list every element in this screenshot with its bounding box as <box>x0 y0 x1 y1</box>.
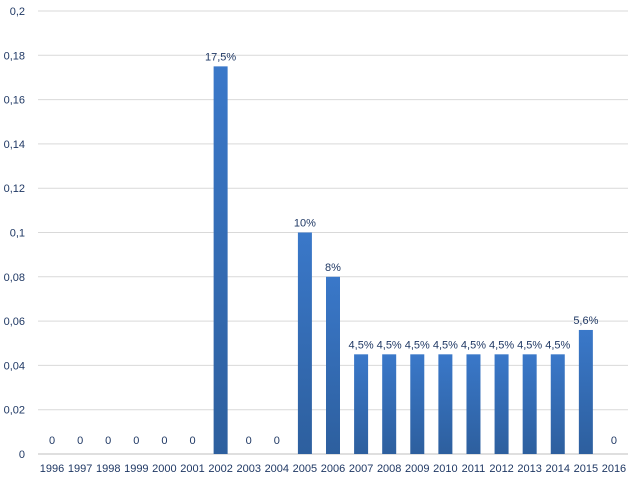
x-tick-label: 2004 <box>265 463 289 475</box>
y-tick-label: 0,2 <box>10 6 25 18</box>
x-axis-tick-labels: 1996 1997 1998 1999 2000 2001 2002 2003 2004 2005… <box>40 463 626 475</box>
y-tick-label: 0,08 <box>4 272 25 284</box>
x-tick-label: 2011 <box>462 463 486 475</box>
data-label-2009: 4,5% <box>405 339 430 351</box>
x-tick-label: 1999 <box>124 463 148 475</box>
bar-2006 <box>326 276 340 454</box>
y-tick-label: 0,14 <box>4 139 25 151</box>
data-label-2012: 4,5% <box>489 339 514 351</box>
bar-2008 <box>382 354 397 454</box>
bar-2010 <box>438 354 453 454</box>
data-label-2008: 4,5% <box>377 339 402 351</box>
data-label-2004: 0 <box>274 435 280 447</box>
bar-2014 <box>550 354 565 454</box>
x-tick-label: 2003 <box>236 463 260 475</box>
data-label-2014: 4,5% <box>545 339 570 351</box>
bar-2011 <box>466 354 481 454</box>
x-tick-label: 1996 <box>40 463 64 475</box>
data-label-2006: 8% <box>325 262 341 274</box>
x-tick-label: 1997 <box>68 463 92 475</box>
data-label-1997: 0 <box>77 435 83 447</box>
x-tick-label: 2005 <box>293 463 317 475</box>
data-label-1999: 0 <box>133 435 139 447</box>
x-tick-label: 2000 <box>152 463 176 475</box>
bar-2009 <box>410 354 425 454</box>
bars <box>213 66 593 454</box>
bar-2002 <box>213 66 228 454</box>
x-tick-label: 2010 <box>433 463 457 475</box>
data-label-2005: 10% <box>294 218 316 230</box>
x-tick-label: 2008 <box>377 463 401 475</box>
x-tick-label: 1998 <box>96 463 120 475</box>
x-tick-label: 2013 <box>517 463 541 475</box>
y-tick-label: 0,12 <box>4 183 25 195</box>
data-label-1996: 0 <box>49 435 55 447</box>
data-label-1998: 0 <box>105 435 111 447</box>
data-label-2011: 4,5% <box>461 339 486 351</box>
y-tick-label: 0 <box>19 449 25 461</box>
data-label-2015: 5,6% <box>573 315 598 327</box>
y-axis-tick-labels: 0 0,02 0,04 0,06 0,08 0,1 0,12 0,14 0,16 0,18 0,2 <box>4 6 25 461</box>
y-tick-label: 0,16 <box>4 95 25 107</box>
bar-2015 <box>578 329 593 454</box>
data-label-2000: 0 <box>161 435 167 447</box>
x-tick-label: 2006 <box>321 463 345 475</box>
data-label-2003: 0 <box>246 435 252 447</box>
data-label-2010: 4,5% <box>433 339 458 351</box>
data-labels: 0 0 0 0 0 017,5%0 010%8%4,5% 4,5% 4,5% 4,5% 4,5% 4,… <box>49 51 617 447</box>
bar-2005 <box>297 232 312 454</box>
data-label-2013: 4,5% <box>517 339 542 351</box>
x-tick-label: 2016 <box>602 463 626 475</box>
x-tick-label: 2002 <box>208 463 232 475</box>
y-tick-label: 0,1 <box>10 228 25 240</box>
bar-2013 <box>522 354 537 454</box>
y-tick-label: 0,18 <box>4 50 25 62</box>
data-label-2002: 17,5% <box>205 51 236 63</box>
x-tick-label: 2009 <box>405 463 429 475</box>
y-tick-label: 0,06 <box>4 316 25 328</box>
x-tick-label: 2014 <box>546 463 570 475</box>
data-label-2001: 0 <box>189 435 195 447</box>
bar-2007 <box>354 354 369 454</box>
bar-2012 <box>494 354 509 454</box>
y-tick-label: 0,02 <box>4 405 25 417</box>
x-tick-label: 2007 <box>349 463 373 475</box>
x-tick-label: 2001 <box>180 463 204 475</box>
x-tick-label: 2015 <box>574 463 598 475</box>
x-tick-label: 2012 <box>489 463 513 475</box>
data-label-2007: 4,5% <box>349 339 374 351</box>
y-tick-label: 0,04 <box>4 360 25 372</box>
data-label-2016: 0 <box>611 435 617 447</box>
